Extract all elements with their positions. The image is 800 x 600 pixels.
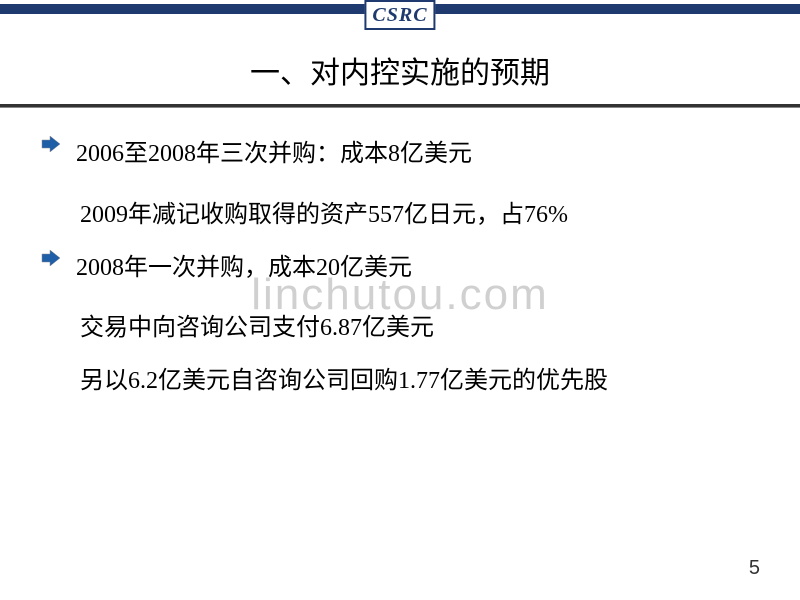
page-number: 5 xyxy=(749,557,760,580)
arrow-right-icon xyxy=(40,134,62,159)
content-area: 2006至2008年三次并购：成本8亿美元 2009年减记收购取得的资产557亿… xyxy=(0,108,800,408)
sub-text: 交易中向咨询公司支付6.87亿美元 xyxy=(80,302,760,355)
logo-box: CSRC xyxy=(364,0,435,30)
bullet-text: 2008年一次并购，成本20亿美元 xyxy=(76,242,412,295)
list-item: 2006至2008年三次并购：成本8亿美元 xyxy=(40,128,760,181)
sub-text: 2009年减记收购取得的资产557亿日元，占76% xyxy=(80,189,760,242)
header-bar: CSRC xyxy=(0,0,800,18)
sub-text: 另以6.2亿美元自咨询公司回购1.77亿美元的优先股 xyxy=(80,355,760,408)
bullet-text: 2006至2008年三次并购：成本8亿美元 xyxy=(76,128,472,181)
logo-text: CSRC xyxy=(372,4,427,27)
title-section: 一、对内控实施的预期 xyxy=(0,48,800,108)
list-item: 2008年一次并购，成本20亿美元 xyxy=(40,242,760,295)
page-title: 一、对内控实施的预期 xyxy=(0,48,800,92)
arrow-right-icon xyxy=(40,248,62,273)
